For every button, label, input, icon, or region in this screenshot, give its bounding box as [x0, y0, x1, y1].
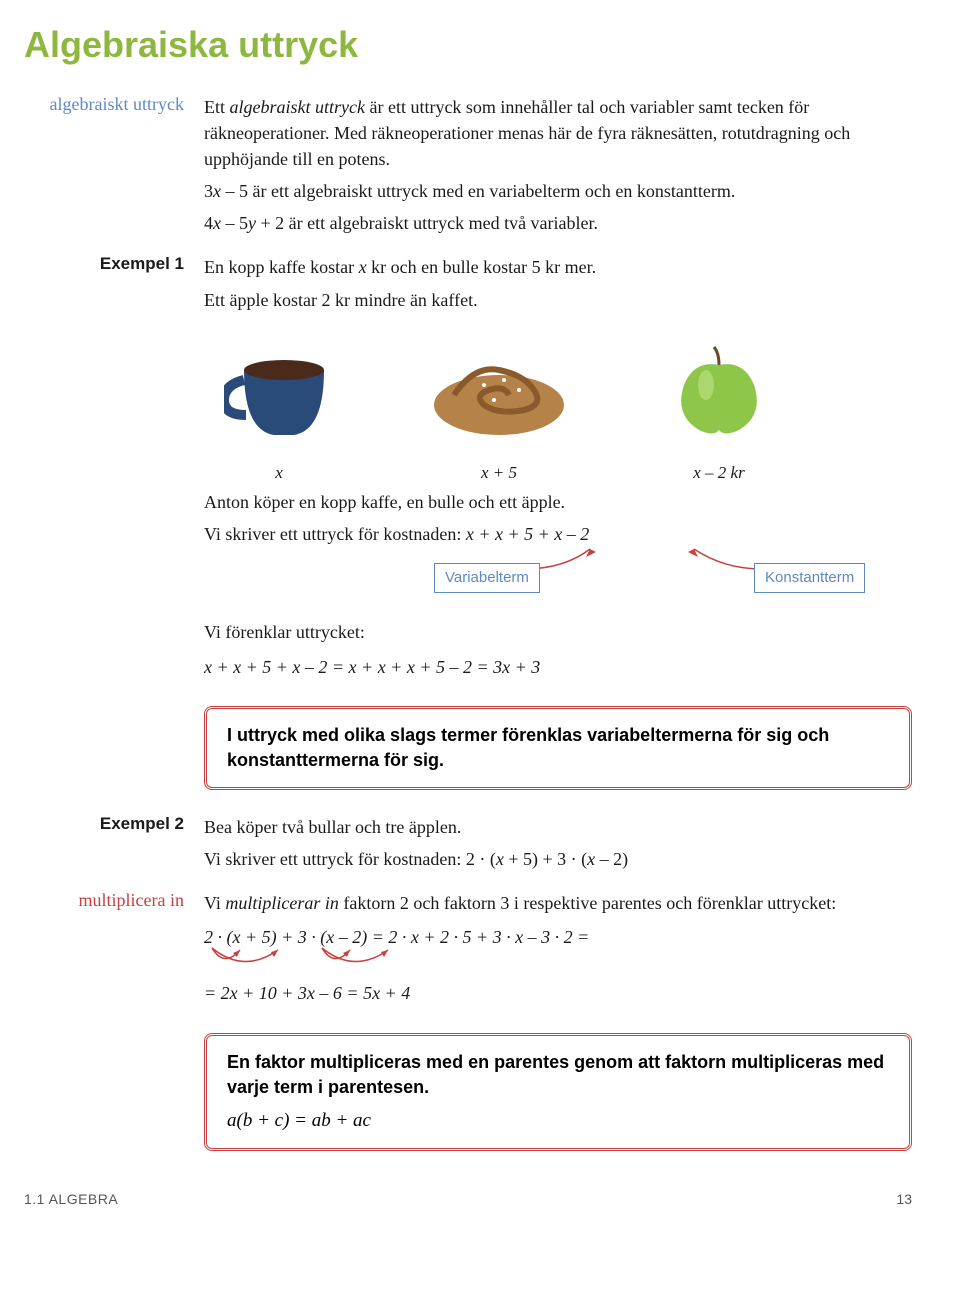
margin-multiplicera: multiplicera in: [24, 890, 204, 1012]
example1-header: Exempel 1 En kopp kaffe kostar x kr och …: [24, 254, 912, 685]
example2-multiply: multiplicera in Vi multiplicerar in fakt…: [24, 890, 912, 1012]
example2-p2: Vi skriver ett uttryck för kostnaden: 2 …: [204, 846, 912, 872]
callout-2-text: En faktor multipliceras med en parentes …: [227, 1052, 884, 1097]
definition-p1: Ett algebraiskt uttryck är ett uttryck s…: [204, 94, 912, 172]
arrow-konstantterm: [684, 547, 764, 571]
apple-icon: [644, 325, 794, 455]
footer-page-number: 13: [896, 1191, 912, 1207]
example1-eq1: x + x + 5 + x – 2 = x + x + x + 5 – 2 = …: [204, 654, 912, 680]
definition-line2: 4x – 5y + 2 är ett algebraiskt uttryck m…: [204, 210, 912, 236]
callout-2-formula: a(b + c) = ab + ac: [227, 1108, 889, 1135]
margin-example2: Exempel 2: [24, 814, 204, 878]
cup-icon: [204, 325, 354, 455]
margin-term-algebraiskt: algebraiskt uttryck: [24, 94, 204, 242]
definition-content: Ett algebraiskt uttryck är ett uttryck s…: [204, 94, 912, 242]
item-apple: x – 2 kr: [644, 325, 794, 486]
konstantterm-box: Konstantterm: [754, 563, 865, 593]
distribution-arrows: [204, 950, 912, 974]
footer-left: 1.1 ALGEBRA: [24, 1191, 118, 1207]
page-title: Algebraiska uttryck: [24, 24, 912, 66]
callout-1: I uttryck med olika slags termer förenkl…: [204, 706, 912, 790]
example1-p2: Ett äpple kostar 2 kr mindre än kaffet.: [204, 287, 912, 313]
example1-content: En kopp kaffe kostar x kr och en bulle k…: [204, 254, 912, 685]
example2-eq3: = 2x + 10 + 3x – 6 = 5x + 4: [204, 980, 912, 1006]
example2-header: Exempel 2 Bea köper två bullar och tre ä…: [24, 814, 912, 878]
callout-2: En faktor multipliceras med en parentes …: [204, 1033, 912, 1152]
bun-icon: [424, 325, 574, 455]
item-bun: x + 5: [424, 325, 574, 486]
item-row: x x + 5: [204, 325, 912, 486]
cup-caption: x: [204, 461, 354, 486]
callout-1-text: I uttryck med olika slags termer förenkl…: [227, 725, 829, 770]
example1-p3: Anton köper en kopp kaffe, en bulle och …: [204, 489, 912, 515]
apple-caption: x – 2 kr: [644, 461, 794, 486]
definition-line1: 3x – 5 är ett algebraiskt uttryck med en…: [204, 178, 912, 204]
example1-p5: Vi förenklar uttrycket:: [204, 619, 912, 645]
example1-p1: En kopp kaffe kostar x kr och en bulle k…: [204, 254, 912, 280]
item-cup: x: [204, 325, 354, 486]
footer: 1.1 ALGEBRA 13: [24, 1191, 912, 1207]
margin-example1: Exempel 1: [24, 254, 204, 685]
example2-content: Bea köper två bullar och tre äpplen. Vi …: [204, 814, 912, 878]
definition-section: algebraiskt uttryck Ett algebraiskt uttr…: [24, 94, 912, 242]
example1-p4: Vi skriver ett uttryck för kostnaden: x …: [204, 521, 912, 547]
term-box-row: Variabelterm Konstantterm: [204, 553, 912, 609]
example2-p1: Bea köper två bullar och tre äpplen.: [204, 814, 912, 840]
example2-p3: Vi multiplicerar in faktorn 2 och faktor…: [204, 890, 912, 916]
variabelterm-box: Variabelterm: [434, 563, 540, 593]
example2-multiply-content: Vi multiplicerar in faktorn 2 och faktor…: [204, 890, 912, 1012]
bun-caption: x + 5: [424, 461, 574, 486]
